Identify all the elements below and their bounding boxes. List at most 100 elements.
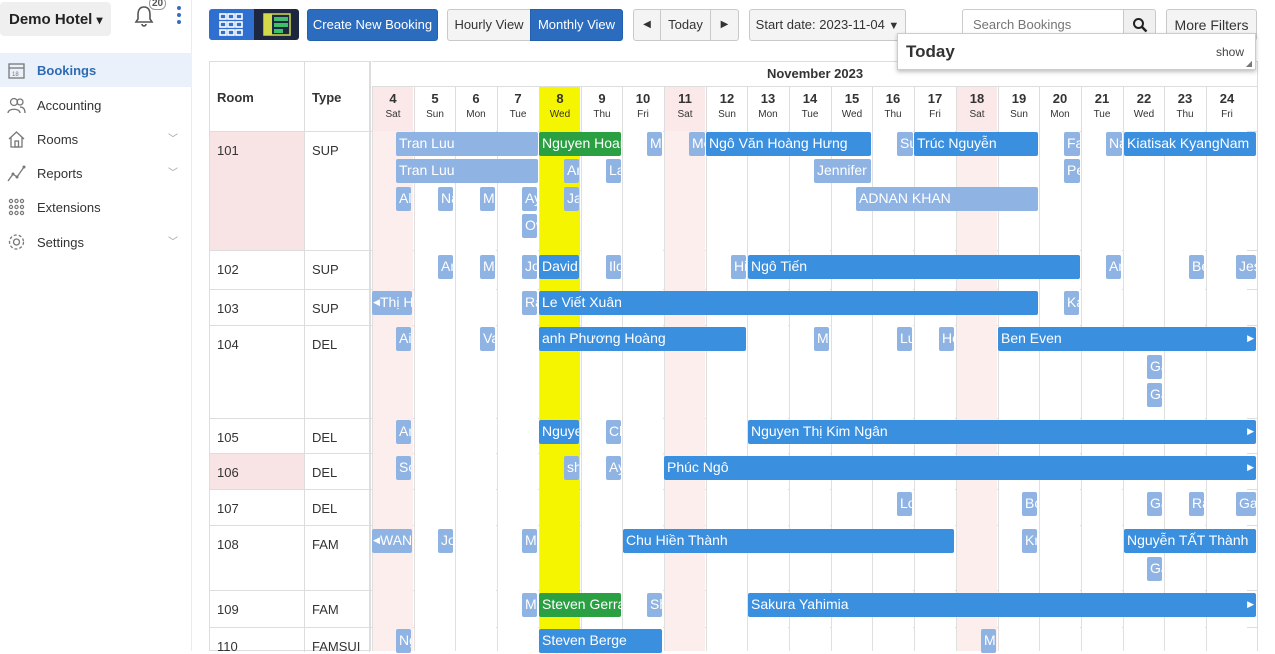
booking-block[interactable]: Ay [522,187,537,211]
prev-button[interactable]: ◀ [633,9,661,41]
booking-block[interactable]: Ma [480,255,495,279]
booking-block[interactable]: Tran Luu [396,159,538,183]
booking-block[interactable]: La [606,159,621,183]
booking-block[interactable]: Jes [1236,255,1256,279]
day-column[interactable] [872,131,913,651]
booking-block[interactable]: Ma [814,327,829,351]
sidebar-item-settings[interactable]: Settings ﹀ [0,225,192,259]
booking-block[interactable]: ◀ WAN [372,529,412,553]
day-column[interactable] [539,131,580,651]
booking-block[interactable]: Ra [522,291,537,315]
booking-block[interactable]: Jennifer L [814,159,871,183]
booking-block[interactable]: Jo [438,529,453,553]
booking-block[interactable]: Ilo [606,255,621,279]
booking-block[interactable]: sh [564,456,579,480]
booking-block[interactable]: Be [1189,255,1204,279]
booking-block[interactable]: Al [396,187,411,211]
create-booking-button[interactable]: Create New Booking [307,9,438,41]
booking-block[interactable]: Ngô Tiến [748,255,1080,279]
day-column[interactable] [414,131,455,651]
booking-block[interactable]: An [1106,255,1121,279]
view-toggle-grid[interactable] [209,9,254,40]
day-column[interactable] [914,131,955,651]
day-column[interactable] [998,131,1039,651]
booking-block[interactable]: Trúc Nguyễn [914,132,1038,156]
booking-block[interactable]: Ja [564,187,579,211]
booking-block[interactable]: Ng [396,629,411,653]
booking-block[interactable]: ◀ Thị H [372,291,412,315]
booking-block[interactable]: Na [438,187,453,211]
sidebar-item-reports[interactable]: Reports ﹀ [0,156,192,190]
booking-block[interactable]: Kr [1022,529,1037,553]
booking-block[interactable]: anh Phương Hoàng [539,327,746,351]
next-button[interactable]: ▶ [710,9,739,41]
booking-block[interactable]: Fa [1064,132,1080,156]
booking-block[interactable]: Su [897,132,913,156]
booking-block[interactable]: Ma [522,529,537,553]
booking-block[interactable]: Steven Berge [539,629,662,653]
today-popup-show-link[interactable]: show [1216,45,1245,59]
booking-block[interactable]: Hi [731,255,746,279]
booking-block[interactable]: Ga [1147,383,1162,407]
day-column[interactable] [747,131,788,651]
booking-block[interactable]: Ma [522,593,537,617]
booking-block[interactable]: Chu Hiền Thành [623,529,954,553]
booking-block[interactable]: ADNAN KHAN [856,187,1038,211]
booking-block[interactable]: Steven Gerra [539,593,621,617]
booking-block[interactable]: Ar [564,159,579,183]
day-column[interactable] [622,131,663,651]
day-column[interactable] [831,131,872,651]
booking-block[interactable]: Lu [897,327,912,351]
booking-block[interactable]: Phúc Ngô ▶ [664,456,1256,480]
booking-block[interactable]: Sakura Yahimia ▶ [748,593,1256,617]
day-column[interactable] [1039,131,1080,651]
sidebar-item-extensions[interactable]: Extensions [0,190,192,224]
booking-block[interactable]: Le Viết Xuân [539,291,1038,315]
day-column[interactable] [455,131,496,651]
sidebar-item-rooms[interactable]: Rooms ﹀ [0,122,192,156]
booking-block[interactable]: Mo [689,132,705,156]
day-column[interactable] [956,131,997,651]
view-toggle-timeline[interactable] [254,9,299,40]
booking-block[interactable]: David [539,255,579,279]
bell-icon[interactable] [133,5,155,27]
booking-block[interactable]: Va [480,327,495,351]
booking-block[interactable]: Kiatisak KyangNam [1124,132,1256,156]
booking-block[interactable]: Nguye [539,420,579,444]
booking-block[interactable]: Ma [480,187,495,211]
kebab-menu-icon[interactable] [175,6,183,26]
day-column[interactable] [1206,131,1247,651]
day-column[interactable] [664,131,705,651]
booking-block[interactable]: Ay [606,456,621,480]
booking-block[interactable]: Lo [897,492,912,516]
booking-block[interactable]: Pe [1064,159,1080,183]
booking-block[interactable]: Mi [647,132,662,156]
booking-block[interactable]: An [396,420,411,444]
booking-block[interactable]: Tran Luu [396,132,538,156]
booking-block[interactable]: Ngô Văn Hoàng Hưng [706,132,871,156]
sidebar-item-accounting[interactable]: Accounting [0,88,192,122]
booking-block[interactable]: Ben Even ▶ [998,327,1256,351]
hotel-selector[interactable]: Demo Hotel ▾ [0,2,111,36]
booking-block[interactable]: Ai [396,327,411,351]
monthly-view-button[interactable]: Monthly View [530,9,623,41]
booking-block[interactable]: Ka [1064,291,1079,315]
day-column[interactable] [1081,131,1122,651]
booking-block[interactable]: Ga [1147,492,1162,516]
start-date-dropdown[interactable]: Start date: 2023-11-04 ▼ [749,9,906,41]
booking-block[interactable]: Ch [606,420,621,444]
booking-block[interactable]: Na [1106,132,1122,156]
booking-block[interactable]: Nguyen Hoan [539,132,621,156]
booking-block[interactable]: Me [981,629,996,653]
booking-block[interactable]: Jo [522,255,537,279]
booking-block[interactable]: Ga [1147,355,1162,379]
booking-block[interactable]: Nguyen Thị Kim Ngân ▶ [748,420,1256,444]
day-column[interactable] [581,131,622,651]
day-column[interactable] [789,131,830,651]
booking-block[interactable]: Bo [1022,492,1037,516]
booking-block[interactable]: Ga [1236,492,1256,516]
sidebar-item-bookings[interactable]: 18 Bookings [0,53,192,87]
booking-block[interactable]: So [396,456,411,480]
booking-block[interactable]: Ra [1189,492,1204,516]
booking-block[interactable]: Nguyễn TẤT Thành [1124,529,1256,553]
